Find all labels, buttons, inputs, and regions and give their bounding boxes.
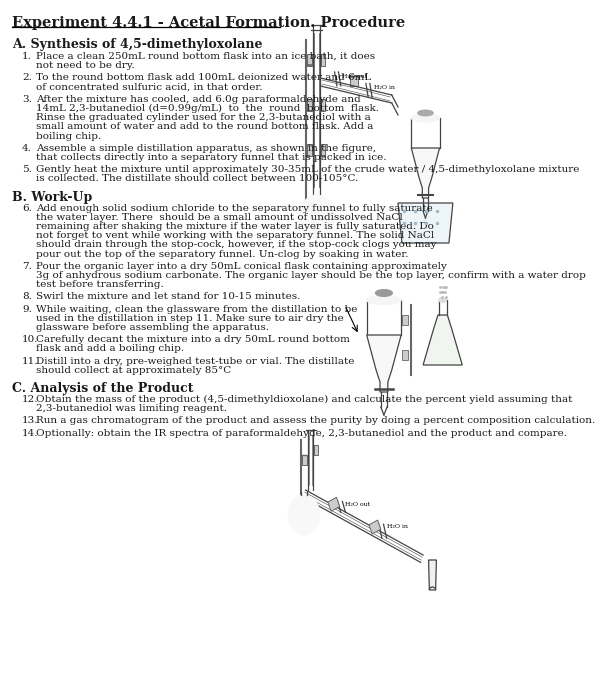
Text: remaining after shaking the mixture if the water layer is fully saturated. Do: remaining after shaking the mixture if t… bbox=[36, 222, 434, 231]
Text: 4.: 4. bbox=[22, 144, 32, 153]
Ellipse shape bbox=[412, 114, 440, 122]
Polygon shape bbox=[428, 560, 436, 590]
Text: not need to be dry.: not need to be dry. bbox=[36, 61, 134, 70]
Ellipse shape bbox=[439, 298, 446, 302]
Text: 14.: 14. bbox=[22, 428, 38, 438]
Text: should drain through the stop-cock, however, if the stop-cock clogs you may: should drain through the stop-cock, howe… bbox=[36, 240, 437, 249]
Text: 14mL 2,3-butanediol (d=0.99g/mL)  to  the  round  bottom  flask.: 14mL 2,3-butanediol (d=0.99g/mL) to the … bbox=[36, 104, 379, 113]
Text: 2,3-butanediol was limiting reagent.: 2,3-butanediol was limiting reagent. bbox=[36, 404, 227, 413]
Text: Pour the organic layer into a dry 50mL conical flask containing approximately: Pour the organic layer into a dry 50mL c… bbox=[36, 262, 447, 271]
Ellipse shape bbox=[375, 290, 392, 297]
Text: Place a clean 250mL round bottom flask into an ice bath, it does: Place a clean 250mL round bottom flask i… bbox=[36, 52, 375, 61]
Text: While waiting, clean the glassware from the distillation to be: While waiting, clean the glassware from … bbox=[36, 304, 358, 314]
Text: used in the distillation in step 11. Make sure to air dry the: used in the distillation in step 11. Mak… bbox=[36, 314, 344, 323]
Bar bbox=[369, 520, 381, 534]
Circle shape bbox=[299, 195, 334, 239]
Text: After the mixture has cooled, add 6.0g paraformaldehyde and: After the mixture has cooled, add 6.0g p… bbox=[36, 94, 361, 104]
Bar bbox=[307, 54, 312, 66]
Polygon shape bbox=[367, 335, 401, 392]
Text: Obtain the mass of the product (4,5-dimethyldioxolane) and calculate the percent: Obtain the mass of the product (4,5-dime… bbox=[36, 395, 572, 404]
Text: 6.: 6. bbox=[22, 204, 32, 213]
Text: Gently heat the mixture until approximately 30-35mL of the crude water / 4,5-dim: Gently heat the mixture until approximat… bbox=[36, 165, 580, 174]
Text: small amount of water and add to the round bottom flask. Add a: small amount of water and add to the rou… bbox=[36, 122, 373, 132]
Bar bbox=[314, 445, 318, 455]
Text: boiling chip.: boiling chip. bbox=[36, 132, 101, 141]
Ellipse shape bbox=[367, 295, 401, 304]
Text: H₂O out: H₂O out bbox=[345, 501, 370, 507]
Bar bbox=[402, 350, 408, 360]
Text: Swirl the mixture and let stand for 10-15 minutes.: Swirl the mixture and let stand for 10-1… bbox=[36, 293, 301, 302]
Text: pour out the top of the separatory funnel. Un-clog by soaking in water.: pour out the top of the separatory funne… bbox=[36, 250, 409, 258]
Text: H₂O in: H₂O in bbox=[374, 85, 395, 90]
Text: Optionally: obtain the IR spectra of paraformaldehyde, 2,3-butanediol and the pr: Optionally: obtain the IR spectra of par… bbox=[36, 428, 567, 438]
Text: Run a gas chromatogram of the product and assess the purity by doing a percent c: Run a gas chromatogram of the product an… bbox=[36, 416, 595, 426]
Bar bbox=[307, 144, 312, 156]
Text: glassware before assembling the apparatus.: glassware before assembling the apparatu… bbox=[36, 323, 269, 332]
Bar bbox=[307, 99, 312, 111]
Text: Experiment 4.4.1 - Acetal Formation. Procedure: Experiment 4.4.1 - Acetal Formation. Pro… bbox=[12, 16, 405, 30]
Text: A. Synthesis of 4,5-dimethyloxolane: A. Synthesis of 4,5-dimethyloxolane bbox=[12, 38, 262, 51]
Text: 10.: 10. bbox=[22, 335, 38, 344]
Bar bbox=[328, 497, 340, 511]
Text: 7.: 7. bbox=[22, 262, 32, 271]
Text: Distill into a dry, pre-weighed test-tube or vial. The distillate: Distill into a dry, pre-weighed test-tub… bbox=[36, 356, 355, 365]
Text: the water layer. There  should be a small amount of undissolved NaCl: the water layer. There should be a small… bbox=[36, 213, 403, 222]
Text: 13.: 13. bbox=[22, 416, 38, 426]
Text: 2.: 2. bbox=[22, 74, 32, 83]
Text: that collects directly into a separatory funnel that is packed in ice.: that collects directly into a separatory… bbox=[36, 153, 386, 162]
Bar bbox=[321, 144, 325, 156]
Text: is collected. The distillate should collect between 100-105°C.: is collected. The distillate should coll… bbox=[36, 174, 358, 183]
Text: To the round bottom flask add 100mL deionized water and 6mL: To the round bottom flask add 100mL deio… bbox=[36, 74, 371, 83]
Bar bbox=[402, 315, 408, 325]
Text: 9.: 9. bbox=[22, 304, 32, 314]
Bar bbox=[302, 455, 307, 465]
Text: not forget to vent while working with the separatory funnel. The solid NaCl: not forget to vent while working with th… bbox=[36, 231, 434, 240]
Polygon shape bbox=[423, 315, 462, 365]
Text: 3g of anhydrous sodium carbonate. The organic layer should be the top layer, con: 3g of anhydrous sodium carbonate. The or… bbox=[36, 271, 586, 280]
Text: of concentrated sulfuric acid, in that order.: of concentrated sulfuric acid, in that o… bbox=[36, 83, 263, 92]
Text: 1.: 1. bbox=[22, 52, 32, 61]
Text: H₂O in: H₂O in bbox=[386, 524, 407, 529]
Bar bbox=[321, 99, 325, 111]
Text: B. Work-Up: B. Work-Up bbox=[12, 190, 92, 204]
Polygon shape bbox=[412, 148, 440, 198]
Text: H₂O out: H₂O out bbox=[343, 74, 368, 79]
Text: Carefully decant the mixture into a dry 50mL round bottom: Carefully decant the mixture into a dry … bbox=[36, 335, 350, 344]
Text: test before transferring.: test before transferring. bbox=[36, 280, 164, 289]
Circle shape bbox=[289, 495, 320, 535]
Bar bbox=[321, 54, 325, 66]
Text: 3.: 3. bbox=[22, 94, 32, 104]
Text: should collect at approximately 85°C: should collect at approximately 85°C bbox=[36, 366, 231, 375]
Ellipse shape bbox=[418, 110, 433, 116]
Text: Add enough solid sodium chloride to the separatory funnel to fully saturate: Add enough solid sodium chloride to the … bbox=[36, 204, 433, 213]
Text: 5.: 5. bbox=[22, 165, 32, 174]
Text: Rinse the graduated cylinder used for the 2,3-butanediol with a: Rinse the graduated cylinder used for th… bbox=[36, 113, 371, 122]
Text: 12.: 12. bbox=[22, 395, 38, 404]
Bar bbox=[350, 76, 358, 86]
Polygon shape bbox=[398, 203, 453, 243]
Text: Assemble a simple distillation apparatus, as shown in the figure,: Assemble a simple distillation apparatus… bbox=[36, 144, 376, 153]
Text: 8.: 8. bbox=[22, 293, 32, 302]
Text: flask and add a boiling chip.: flask and add a boiling chip. bbox=[36, 344, 184, 354]
Text: 11.: 11. bbox=[22, 356, 38, 365]
Text: C. Analysis of the Product: C. Analysis of the Product bbox=[12, 382, 193, 395]
